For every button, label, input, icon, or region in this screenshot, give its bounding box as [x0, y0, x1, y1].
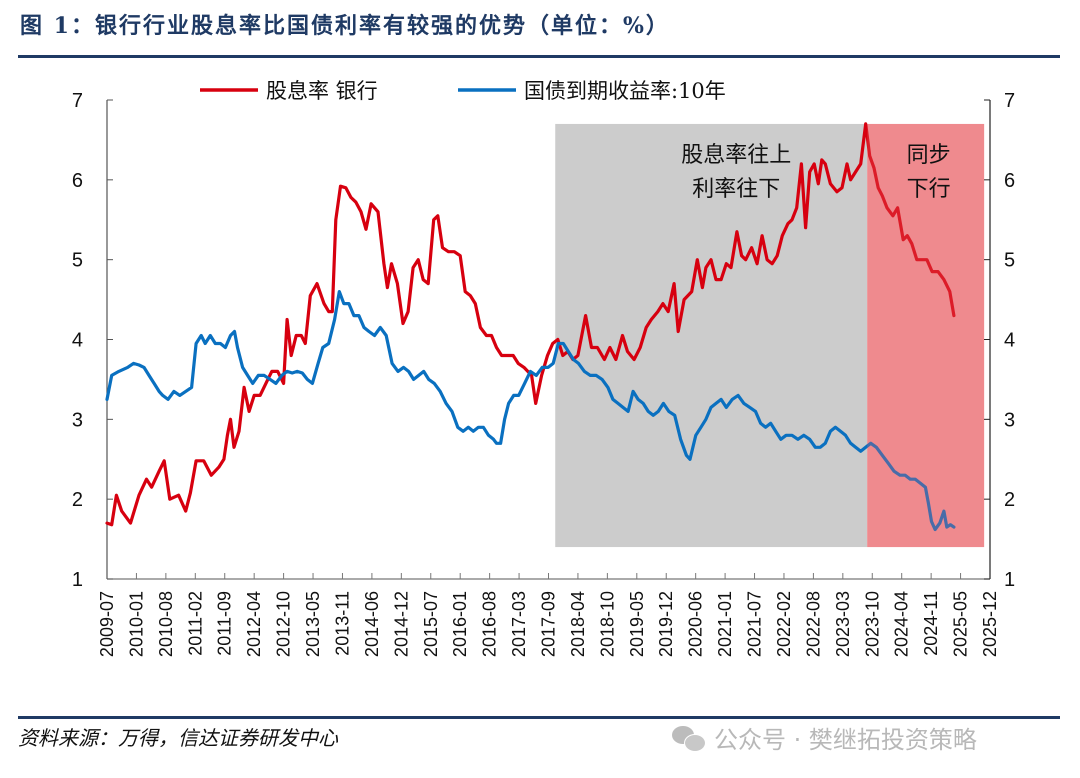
- regions-layer: [555, 123, 985, 548]
- y-tick-label-left: 6: [72, 170, 83, 192]
- x-tick-label: 2023-10: [862, 591, 882, 657]
- x-tick-label: 2014-12: [391, 591, 411, 657]
- x-tick-label: 2024-04: [892, 591, 912, 657]
- legend: 股息率 银行 国债到期收益率:10年: [200, 79, 726, 103]
- y-tick-label-left: 2: [72, 489, 83, 511]
- annotation-gray-line: 股息率往上: [681, 143, 791, 168]
- x-tick-label: 2011-02: [185, 591, 205, 656]
- y-tick-label-left: 3: [72, 409, 83, 431]
- x-tick-label: 2020-06: [686, 591, 706, 657]
- series-layer: [105, 122, 985, 548]
- source-note: 资料来源：万得，信达证券研发中心: [18, 726, 338, 750]
- x-tick-label: 2012-10: [274, 591, 294, 657]
- x-tick-label: 2010-08: [156, 591, 176, 657]
- series-line-bond-yield: [105, 290, 956, 532]
- region-red: [867, 123, 985, 548]
- x-tick-label: 2021-01: [715, 591, 735, 657]
- annotation-red-line: 同步: [907, 143, 951, 168]
- x-tick-label: 2017-09: [539, 591, 559, 657]
- title-rule: [18, 55, 1060, 58]
- x-tick-label: 2009-07: [97, 591, 117, 657]
- x-tick-label: 2018-10: [597, 591, 617, 657]
- y-tick-label-right: 2: [1004, 489, 1015, 511]
- figure-title: 图 1：银行行业股息率比国债利率有较强的优势（单位：%）: [20, 13, 670, 39]
- x-tick-label: 2025-12: [980, 591, 1000, 657]
- y-tick-label-left: 1: [72, 569, 83, 591]
- chart: 1 2 3 4 5 6 7 1 2 3 4 5 6 7 2009-07 2010-01 2010-08 2011-…: [72, 79, 1015, 657]
- x-tick-label: 2019-12: [656, 591, 676, 657]
- legend-label-dividend: 股息率 银行: [266, 79, 378, 103]
- wechat-icon: [672, 724, 706, 752]
- series-line-dividend-yield: [105, 122, 956, 527]
- x-tick-label: 2016-01: [450, 591, 470, 657]
- watermark: 公众号 · 樊继拓投资策略: [672, 720, 977, 755]
- y-tick-label-left: 5: [72, 250, 83, 272]
- watermark-text: 公众号 · 樊继拓投资策略: [714, 726, 977, 754]
- x-tick-label: 2012-04: [244, 591, 264, 657]
- x-tick-label: 2019-05: [627, 591, 647, 657]
- x-tick-label: 2014-06: [362, 591, 382, 657]
- y-tick-label-left: 4: [72, 330, 83, 352]
- x-tick-label: 2022-02: [774, 591, 794, 657]
- region-gray: [555, 123, 868, 548]
- y-tick-label-right: 1: [1004, 569, 1015, 591]
- source-rule: [18, 716, 1060, 719]
- x-tick-label: 2023-03: [833, 591, 853, 657]
- y-tick-label-right: 5: [1004, 250, 1015, 272]
- y-tick-label-right: 4: [1004, 330, 1015, 352]
- x-tick-label: 2015-07: [421, 591, 441, 657]
- x-tick-label: 2022-08: [803, 591, 823, 657]
- annotation-gray-line: 利率往下: [692, 177, 780, 202]
- axes-layer: 1 2 3 4 5 6 7 1 2 3 4 5 6 7 2009-07 2010-01 2010-08 2011-…: [72, 90, 1015, 657]
- region-red-overlay: [867, 123, 985, 548]
- y-tick-label-right: 3: [1004, 409, 1015, 431]
- x-tick-label: 2021-07: [745, 591, 765, 657]
- legend-label-bond: 国债到期收益率:10年: [524, 79, 726, 103]
- x-tick-label: 2018-04: [568, 591, 588, 657]
- y-tick-label-left: 7: [72, 90, 83, 112]
- x-tick-label: 2025-05: [951, 591, 971, 657]
- x-tick-label: 2013-11: [332, 591, 352, 656]
- annotation-red-line: 下行: [907, 177, 951, 202]
- x-tick-label: 2017-03: [509, 591, 529, 657]
- x-tick-label: 2024-11: [921, 591, 941, 656]
- x-tick-label: 2010-01: [126, 591, 146, 657]
- y-tick-label-right: 6: [1004, 170, 1015, 192]
- x-tick-label: 2011-09: [215, 591, 235, 656]
- x-tick-label: 2013-05: [303, 591, 323, 657]
- x-tick-label: 2016-08: [480, 591, 500, 657]
- y-tick-label-right: 7: [1004, 90, 1015, 112]
